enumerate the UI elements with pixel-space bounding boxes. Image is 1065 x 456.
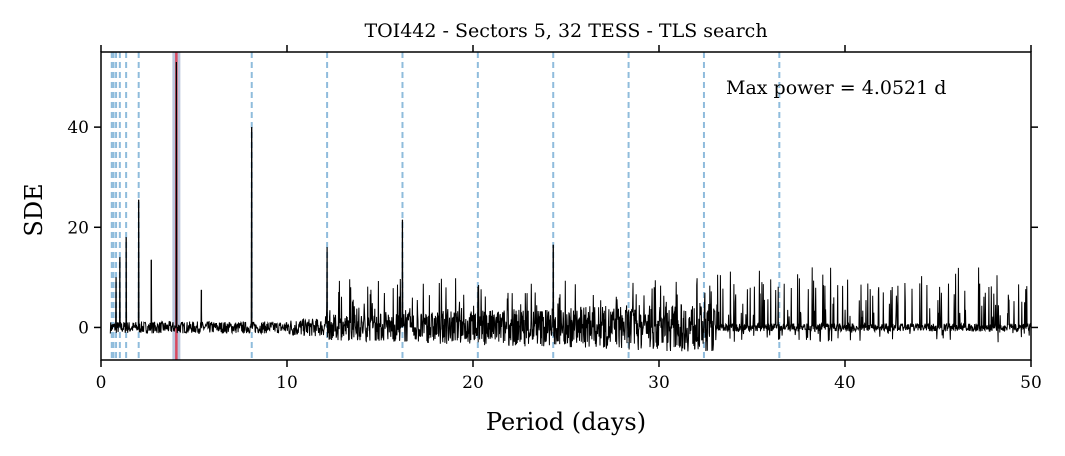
x-axis-label: Period (days) bbox=[486, 408, 646, 436]
x-tick-label-5: 50 bbox=[1020, 373, 1042, 393]
x-tick-label-3: 30 bbox=[648, 373, 670, 393]
axes-frame bbox=[100, 51, 1032, 361]
chart-title: TOI442 - Sectors 5, 32 TESS - TLS search bbox=[364, 20, 767, 42]
plot-area: 0 10 20 30 40 50 0 20 40 bbox=[67, 45, 1042, 393]
sde-trace bbox=[109, 61, 1031, 352]
x-tick-label-4: 40 bbox=[834, 373, 856, 393]
x-tick-label-1: 10 bbox=[276, 373, 298, 393]
y-tick-label-2: 40 bbox=[67, 118, 89, 138]
y-axis-label: SDE bbox=[20, 183, 48, 236]
x-tick-label-2: 20 bbox=[462, 373, 484, 393]
y-tick-label-0: 0 bbox=[78, 318, 89, 338]
max-power-annotation: Max power = 4.0521 d bbox=[726, 77, 946, 99]
x-tick-label-0: 0 bbox=[96, 373, 107, 393]
y-tick-label-1: 20 bbox=[67, 218, 89, 238]
